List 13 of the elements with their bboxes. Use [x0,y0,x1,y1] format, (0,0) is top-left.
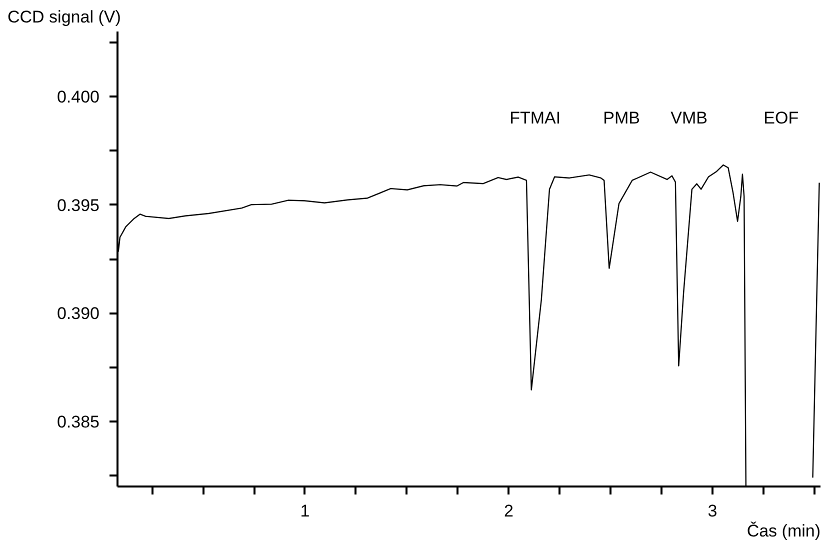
annotation: VMB [670,108,708,128]
x-tick-label: 2 [504,502,514,520]
annotation: FTMAI [510,108,561,128]
y-tick-label: 0.400 [56,88,100,106]
x-tick-label: 3 [708,502,718,520]
y-tick-label: 0.390 [56,304,100,324]
x-tick-label: 1 [300,502,310,520]
y-axis-title: CCD signal (V) [8,8,121,26]
x-axis-title: Čas (min) [746,522,820,540]
annotation: PMB [603,108,640,128]
y-tick-label: 0.395 [56,196,100,215]
y-tick-label: 0.385 [56,412,100,432]
annotation: EOF [764,108,799,128]
